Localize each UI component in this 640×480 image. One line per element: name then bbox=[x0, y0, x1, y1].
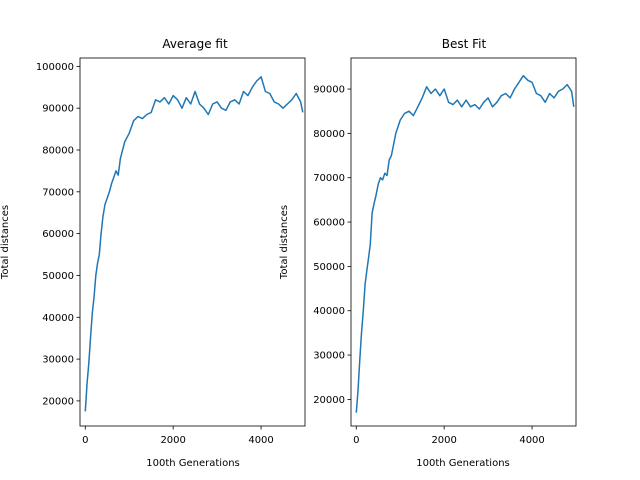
series-line bbox=[355, 74, 575, 413]
plot-frame bbox=[350, 57, 577, 427]
x-tick-label: 0 bbox=[82, 435, 88, 446]
y-tick-label: 50000 bbox=[313, 262, 345, 273]
chart-title: Average fit bbox=[162, 37, 228, 51]
y-tick-label: 80000 bbox=[42, 146, 74, 157]
x-tick-label: 4000 bbox=[519, 435, 544, 446]
y-tick-label: 70000 bbox=[42, 187, 74, 198]
y-tick-label: 30000 bbox=[42, 355, 74, 366]
y-tick-label: 50000 bbox=[42, 271, 74, 282]
x-tick-label: 0 bbox=[353, 435, 359, 446]
y-tick-label: 100000 bbox=[36, 62, 74, 73]
y-ticks: 20000 30000 40000 50000 60000 70000 80000 90000… bbox=[36, 62, 80, 407]
chart-title: Best Fit bbox=[442, 37, 487, 51]
y-tick-label: 40000 bbox=[313, 306, 345, 317]
y-tick-label: 30000 bbox=[313, 351, 345, 362]
plot-frame bbox=[79, 57, 306, 427]
y-tick-label: 70000 bbox=[313, 173, 345, 184]
series-lines bbox=[355, 74, 575, 413]
series-lines bbox=[84, 76, 304, 412]
x-ticks: 0 2000 4000 bbox=[82, 426, 274, 446]
x-axis-label: 100th Generations bbox=[146, 458, 240, 469]
y-tick-label: 40000 bbox=[42, 313, 74, 324]
y-tick-label: 80000 bbox=[313, 129, 345, 140]
y-tick-label: 20000 bbox=[313, 395, 345, 406]
series-line bbox=[84, 76, 304, 412]
y-tick-label: 60000 bbox=[42, 229, 74, 240]
best-fit-chart: Best Fit 2000030000400005000060000700008… bbox=[279, 37, 577, 469]
y-axis-label: Total distances bbox=[0, 205, 11, 280]
x-tick-label: 2000 bbox=[160, 435, 185, 446]
y-tick-label: 90000 bbox=[42, 104, 74, 115]
y-axis-label: Total distances bbox=[279, 205, 290, 280]
average-fit-chart: Average fit 2000030000400005000060000700… bbox=[0, 37, 306, 469]
x-axis-label: 100th Generations bbox=[416, 458, 510, 469]
y-tick-label: 20000 bbox=[42, 396, 74, 407]
x-tick-label: 2000 bbox=[431, 435, 456, 446]
x-tick-label: 4000 bbox=[248, 435, 273, 446]
y-tick-label: 90000 bbox=[313, 85, 345, 96]
x-ticks: 0 2000 4000 bbox=[353, 426, 545, 446]
y-ticks: 20000 30000 40000 50000 60000 70000 80000 90000 bbox=[313, 85, 351, 406]
y-tick-label: 60000 bbox=[313, 218, 345, 229]
